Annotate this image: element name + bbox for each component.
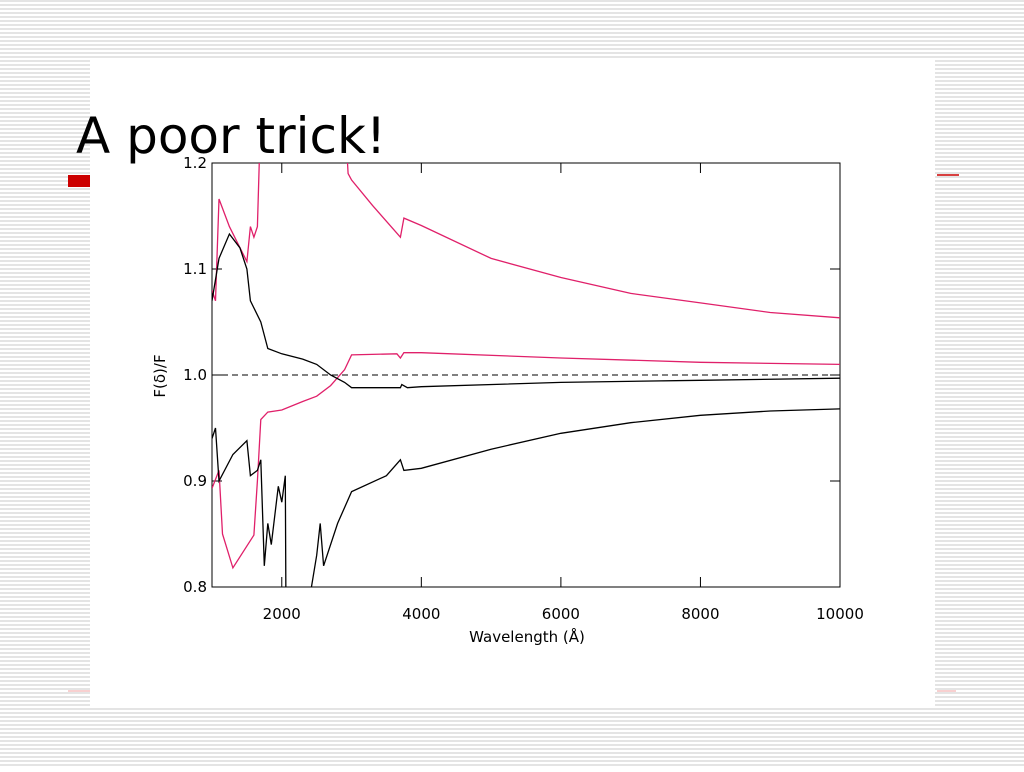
x-tick-label: 10000 <box>816 605 864 623</box>
x-tick-label: 6000 <box>542 605 580 623</box>
y-axis-label: F(δ)/F <box>151 354 169 397</box>
y-tick-label: 0.8 <box>183 578 207 596</box>
y-tick-label: 1.1 <box>183 260 207 278</box>
y-tick-label: 1.2 <box>183 154 207 172</box>
data-line <box>212 232 840 389</box>
x-tick-label: 8000 <box>681 605 719 623</box>
y-tick-label: 1.0 <box>183 366 207 384</box>
x-tick-label: 2000 <box>263 605 301 623</box>
slide-title: A poor trick! <box>76 107 386 165</box>
plot-area <box>212 163 840 587</box>
data-line <box>212 352 840 570</box>
data-line <box>212 408 840 587</box>
x-axis-label: Wavelength (Å) <box>469 627 585 646</box>
chart-background <box>150 157 880 652</box>
bullet <box>68 175 90 187</box>
data-line <box>212 163 840 319</box>
y-tick-label: 0.9 <box>183 472 207 490</box>
x-tick-label: 4000 <box>402 605 440 623</box>
